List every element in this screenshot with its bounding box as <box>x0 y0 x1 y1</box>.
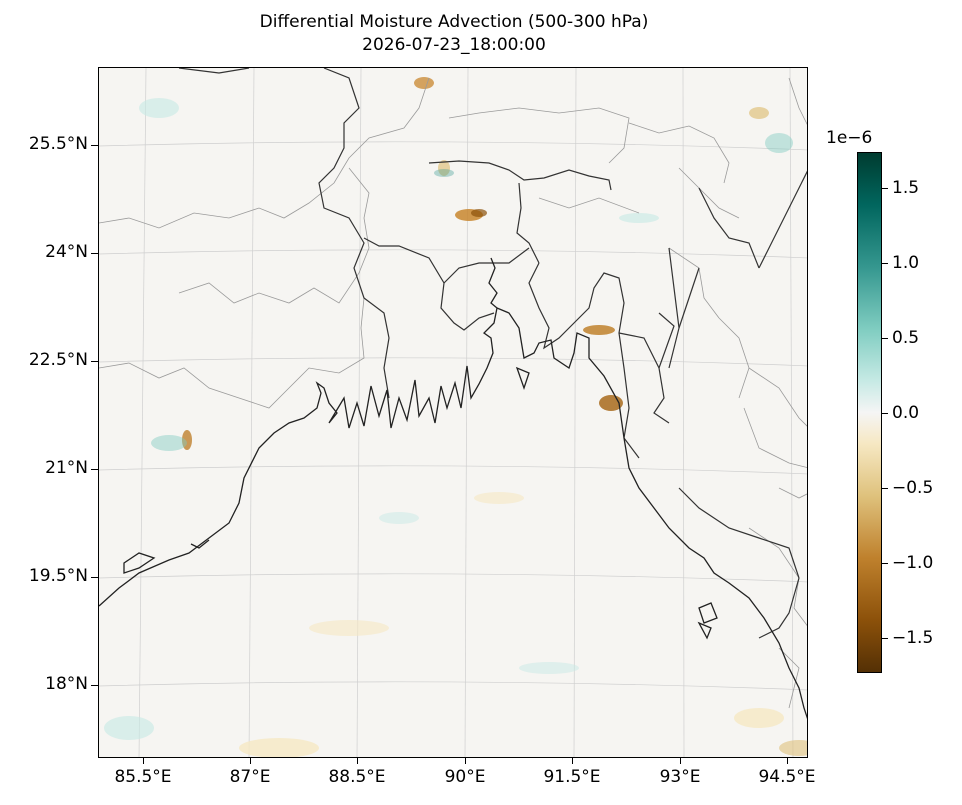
lat-label: 25.5°N <box>28 134 88 154</box>
colorbar-tick <box>882 488 888 490</box>
colorbar-label: 1.0 <box>892 253 920 273</box>
gridlines <box>99 68 807 757</box>
lat-tick <box>91 253 98 255</box>
lat-label: 24°N <box>45 242 88 262</box>
colorbar-label: 0.0 <box>892 403 920 423</box>
lon-label: 85.5°E <box>114 767 172 787</box>
colorbar <box>857 152 882 673</box>
lat-tick <box>91 469 98 471</box>
state-borders <box>99 77 807 709</box>
colorbar-tick <box>882 338 888 340</box>
lon-label: 93°E <box>659 767 701 787</box>
lon-label: 90°E <box>444 767 486 787</box>
colorbar-label: −0.5 <box>892 478 934 498</box>
colorbar-label: 1.5 <box>892 178 920 198</box>
lat-label: 21°N <box>45 458 88 478</box>
colorbar-tick <box>882 638 888 640</box>
colorbar-tick <box>882 413 888 415</box>
country-borders <box>178 68 807 639</box>
plot-subtitle-time: 2026-07-23_18:00:00 <box>362 35 546 55</box>
lon-tick <box>465 758 467 764</box>
colorbar-tick <box>882 263 888 265</box>
colorbar-exponent: 1e−6 <box>826 128 873 148</box>
lon-label: 87°E <box>229 767 271 787</box>
colorbar-label: −1.0 <box>892 553 934 573</box>
plot-title: Differential Moisture Advection (500-300… <box>259 12 649 32</box>
colorbar-tick <box>882 188 888 190</box>
lat-label: 22.5°N <box>28 350 88 370</box>
advection-field <box>104 77 807 757</box>
lon-tick <box>572 758 574 764</box>
lat-tick <box>91 577 98 579</box>
lon-tick <box>787 758 789 764</box>
lon-tick <box>357 758 359 764</box>
colorbar-tick <box>882 563 888 565</box>
map-canvas <box>99 68 807 757</box>
lon-label: 94.5°E <box>758 767 816 787</box>
lon-label: 91.5°E <box>543 767 601 787</box>
lon-tick <box>250 758 252 764</box>
lon-tick <box>680 758 682 764</box>
lon-label: 88.5°E <box>328 767 386 787</box>
lon-tick <box>143 758 145 764</box>
colorbar-label: 0.5 <box>892 328 920 348</box>
lat-label: 19.5°N <box>28 566 88 586</box>
colorbar-label: −1.5 <box>892 628 934 648</box>
map-panel[interactable] <box>98 67 808 758</box>
lat-tick <box>91 361 98 363</box>
lat-tick <box>91 685 98 687</box>
lat-tick <box>91 145 98 147</box>
lat-label: 18°N <box>45 674 88 694</box>
coastline <box>99 257 807 720</box>
